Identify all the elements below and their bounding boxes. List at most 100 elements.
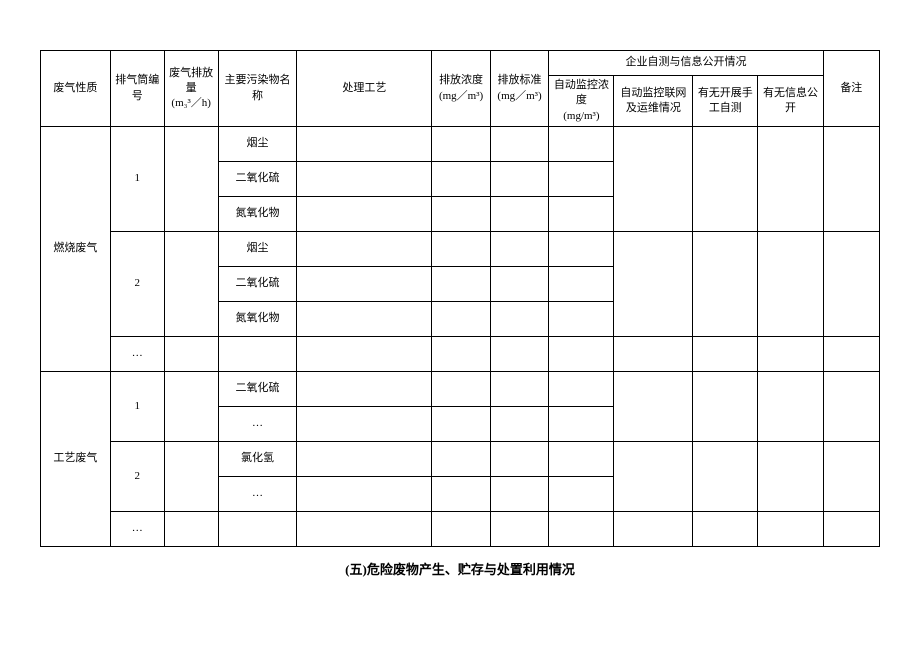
amount-cell (164, 127, 218, 232)
process-cell (297, 197, 432, 232)
auto-conc-cell (549, 337, 614, 372)
remark-cell (823, 372, 879, 442)
concentration-cell (432, 512, 490, 547)
nature-cell: 工艺废气 (41, 372, 111, 547)
process-cell (297, 162, 432, 197)
manual-monitor-cell (693, 232, 758, 337)
auto-network-cell (614, 442, 693, 512)
outlet-no-cell: 2 (110, 232, 164, 337)
standard-cell (490, 442, 548, 477)
table-header: 废气性质 排气筒编号 废气排放量 (m₃³／h) 主要污染物名称 处理工艺 排放… (41, 51, 880, 127)
pollutant-cell: … (218, 477, 297, 512)
concentration-cell (432, 407, 490, 442)
col-remark: 备注 (823, 51, 879, 127)
concentration-cell (432, 267, 490, 302)
pollutant-cell: 烟尘 (218, 232, 297, 267)
outlet-no-cell: 2 (110, 442, 164, 512)
standard-cell (490, 477, 548, 512)
concentration-cell (432, 302, 490, 337)
process-cell (297, 337, 432, 372)
process-cell (297, 477, 432, 512)
standard-cell (490, 302, 548, 337)
standard-cell (490, 407, 548, 442)
concentration-cell (432, 372, 490, 407)
auto-conc-cell (549, 372, 614, 407)
outlet-no-cell: 1 (110, 127, 164, 232)
outlet-no-cell: … (110, 512, 164, 547)
info-disclosure-cell (758, 337, 823, 372)
auto-conc-cell (549, 197, 614, 232)
process-cell (297, 127, 432, 162)
concentration-cell (432, 232, 490, 267)
auto-network-cell (614, 127, 693, 232)
table-row: … (41, 337, 880, 372)
standard-cell (490, 337, 548, 372)
table-body: 燃烧废气 1 烟尘 二氧化硫 氮氧化物 (41, 127, 880, 547)
manual-monitor-cell (693, 442, 758, 512)
emissions-table: 废气性质 排气筒编号 废气排放量 (m₃³／h) 主要污染物名称 处理工艺 排放… (40, 50, 880, 547)
table-row: 工艺废气 1 二氧化硫 (41, 372, 880, 407)
auto-conc-cell (549, 302, 614, 337)
remark-cell (823, 232, 879, 337)
pollutant-cell (218, 512, 297, 547)
remark-cell (823, 127, 879, 232)
auto-network-cell (614, 232, 693, 337)
col-outlet-no: 排气筒编号 (110, 51, 164, 127)
col-emission-amount: 废气排放量 (m₃³／h) (164, 51, 218, 127)
standard-cell (490, 372, 548, 407)
emission-amount-label: 废气排放量 (169, 67, 213, 94)
col-info-disclosure: 有无信息公开 (758, 76, 823, 127)
amount-cell (164, 232, 218, 337)
nature-cell: 燃烧废气 (41, 127, 111, 372)
remark-cell (823, 512, 879, 547)
info-disclosure-cell (758, 372, 823, 442)
table-row: 2 烟尘 (41, 232, 880, 267)
standard-cell (490, 127, 548, 162)
auto-conc-cell (549, 127, 614, 162)
table-row: 燃烧废气 1 烟尘 (41, 127, 880, 162)
concentration-label: 排放浓度 (439, 74, 483, 86)
process-cell (297, 372, 432, 407)
process-cell (297, 302, 432, 337)
auto-conc-label: 自动监控浓度 (554, 79, 609, 106)
col-process: 处理工艺 (297, 51, 432, 127)
auto-conc-cell (549, 407, 614, 442)
pollutant-cell: 氯化氢 (218, 442, 297, 477)
pollutant-cell (218, 337, 297, 372)
manual-monitor-cell (693, 512, 758, 547)
concentration-cell (432, 337, 490, 372)
manual-monitor-cell (693, 337, 758, 372)
amount-cell (164, 442, 218, 512)
auto-conc-cell (549, 267, 614, 302)
col-standard: 排放标准 (mg／m³) (490, 51, 548, 127)
manual-monitor-cell (693, 127, 758, 232)
pollutant-cell: 氮氧化物 (218, 197, 297, 232)
process-cell (297, 512, 432, 547)
pollutant-cell: 二氧化硫 (218, 267, 297, 302)
emission-amount-unit: (m₃³／h) (171, 97, 211, 109)
col-pollutant: 主要污染物名称 (218, 51, 297, 127)
auto-network-cell (614, 337, 693, 372)
outlet-no-cell: 1 (110, 372, 164, 442)
auto-network-cell (614, 372, 693, 442)
standard-cell (490, 197, 548, 232)
concentration-cell (432, 127, 490, 162)
col-concentration: 排放浓度 (mg／m³) (432, 51, 490, 127)
pollutant-cell: 氮氧化物 (218, 302, 297, 337)
process-cell (297, 232, 432, 267)
footer-caption: (五)危险废物产生、贮存与处置利用情况 (40, 559, 880, 578)
concentration-cell (432, 442, 490, 477)
info-disclosure-cell (758, 232, 823, 337)
amount-cell (164, 512, 218, 547)
col-manual-monitor: 有无开展手工自测 (693, 76, 758, 127)
amount-cell (164, 372, 218, 442)
auto-conc-unit: (mg/m³) (563, 110, 599, 122)
pollutant-cell: 二氧化硫 (218, 162, 297, 197)
auto-conc-cell (549, 477, 614, 512)
process-cell (297, 442, 432, 477)
process-cell (297, 267, 432, 302)
auto-conc-cell (549, 232, 614, 267)
col-auto-conc: 自动监控浓度 (mg/m³) (549, 76, 614, 127)
standard-unit: (mg／m³) (497, 90, 541, 102)
concentration-cell (432, 477, 490, 512)
